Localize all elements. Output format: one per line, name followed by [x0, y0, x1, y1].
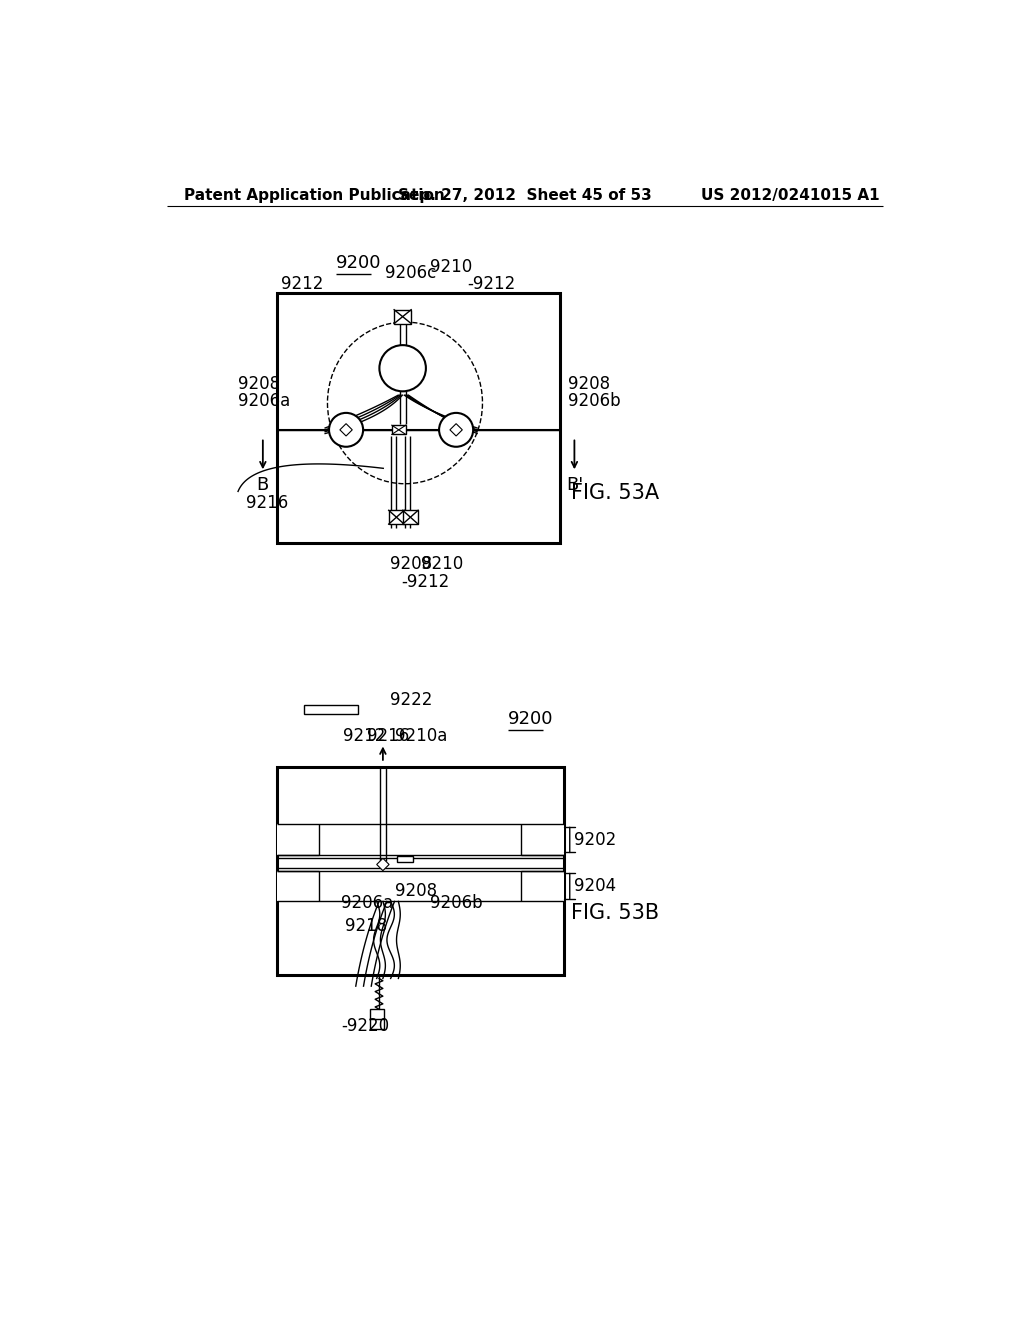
Text: -9212: -9212: [400, 573, 450, 590]
Bar: [276, 293, 560, 544]
Text: 9200: 9200: [336, 255, 381, 272]
Text: 9210: 9210: [421, 554, 463, 573]
Text: 9210: 9210: [430, 259, 472, 276]
Bar: [276, 825, 319, 855]
Bar: [304, 705, 358, 714]
Text: 9208: 9208: [395, 882, 437, 900]
Bar: [276, 871, 563, 902]
Circle shape: [380, 345, 426, 391]
Text: 9210a: 9210a: [395, 727, 447, 744]
Bar: [392, 425, 406, 434]
Text: 9202: 9202: [574, 830, 616, 849]
Text: 9204: 9204: [574, 876, 616, 895]
Circle shape: [329, 413, 364, 446]
Bar: [521, 825, 563, 855]
Circle shape: [439, 413, 473, 446]
Text: 9222: 9222: [390, 690, 432, 709]
Text: FIG. 53A: FIG. 53A: [571, 483, 659, 503]
Bar: [276, 767, 563, 974]
Bar: [389, 511, 404, 524]
Polygon shape: [340, 424, 352, 436]
Text: 9206a: 9206a: [238, 392, 290, 411]
Text: 9206c: 9206c: [385, 264, 436, 281]
Text: B': B': [566, 477, 583, 494]
Bar: [276, 825, 563, 855]
Text: Patent Application Publication: Patent Application Publication: [183, 187, 444, 203]
Bar: [370, 1010, 384, 1028]
Text: -9220: -9220: [341, 1016, 389, 1035]
Bar: [394, 310, 412, 323]
Bar: [402, 511, 418, 524]
Text: 9212: 9212: [281, 275, 324, 293]
Text: -9212: -9212: [467, 275, 516, 293]
Text: 9212: 9212: [343, 727, 386, 744]
Bar: [521, 871, 563, 902]
Text: 9206a: 9206a: [341, 894, 393, 912]
Text: FIG. 53B: FIG. 53B: [571, 903, 659, 923]
Text: Sep. 27, 2012  Sheet 45 of 53: Sep. 27, 2012 Sheet 45 of 53: [398, 187, 651, 203]
Text: B: B: [257, 477, 269, 494]
Text: 9208: 9208: [238, 375, 281, 393]
Text: 9216: 9216: [367, 727, 409, 744]
Text: US 2012/0241015 A1: US 2012/0241015 A1: [701, 187, 880, 203]
Text: 9216: 9216: [246, 495, 288, 512]
Text: 9206b: 9206b: [568, 392, 621, 411]
Text: 9206b: 9206b: [430, 894, 483, 912]
Polygon shape: [377, 858, 389, 871]
Bar: [276, 871, 319, 902]
Text: 9218: 9218: [345, 917, 387, 935]
Bar: [397, 855, 413, 862]
Text: 9208: 9208: [390, 554, 432, 573]
Text: 9208: 9208: [568, 375, 610, 393]
Polygon shape: [450, 424, 462, 436]
Text: 9200: 9200: [508, 710, 553, 729]
